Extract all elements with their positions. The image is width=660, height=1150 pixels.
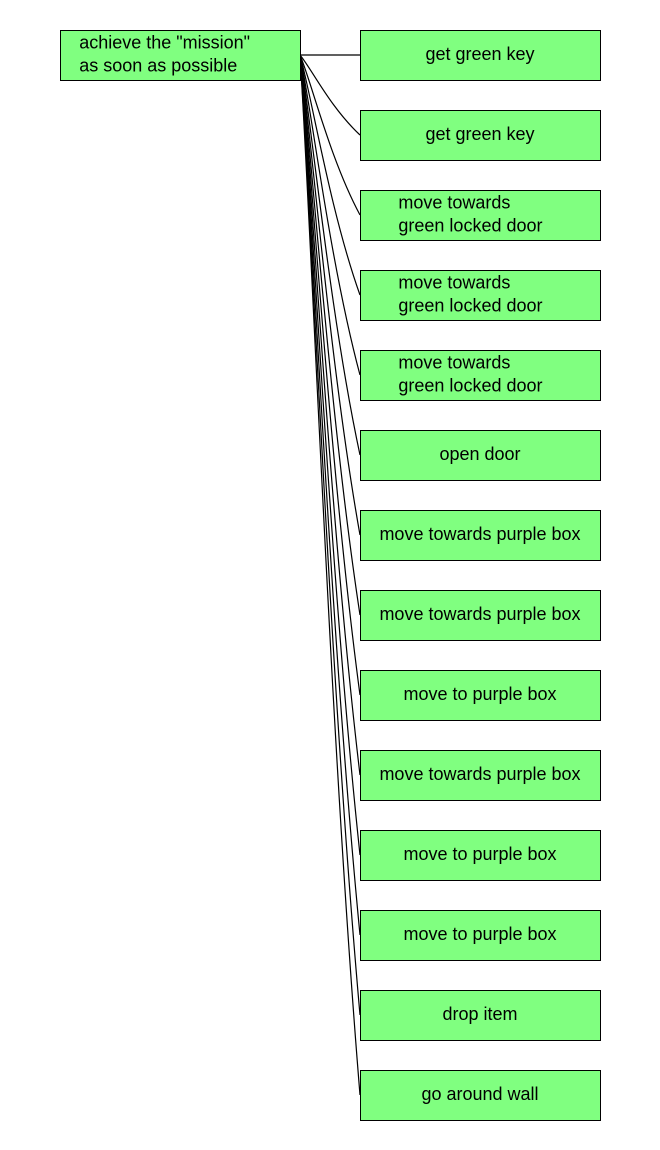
child-node-9-label-line-1: move to purple box (403, 684, 556, 704)
child-node-4-box (360, 270, 601, 321)
child-node-12-box (360, 910, 601, 961)
edge-root-to-child-13 (299, 54, 361, 1016)
child-node-3-label-line-2: green locked door (398, 215, 542, 235)
edge-root-to-child-3 (299, 54, 361, 216)
edge-root-to-child-6 (299, 54, 361, 456)
child-node-6-box (360, 430, 601, 481)
root-node-label-line-2: as soon as possible (79, 55, 237, 75)
child-node-1-box (360, 30, 601, 81)
child-node-10-label-line-1: move towards purple box (379, 764, 580, 784)
child-node-9: move to purple box (360, 670, 601, 721)
child-node-3: move towards green locked door (360, 190, 601, 241)
child-node-5-label-line-1: move towards (398, 352, 510, 372)
root-node-label-line-1: achieve the "mission" (79, 32, 250, 52)
edge-root-to-child-9 (299, 54, 361, 696)
child-node-2-box (360, 110, 601, 161)
child-node-4-label-line-2: green locked door (398, 295, 542, 315)
child-node-5: move towards green locked door (360, 350, 601, 401)
child-node-12-label-line-1: move to purple box (403, 924, 556, 944)
child-node-8-box (360, 590, 601, 641)
child-node-4: move towards green locked door (360, 270, 601, 321)
child-node-5-label-line-2: green locked door (398, 375, 542, 395)
child-node-13: drop item (360, 990, 601, 1041)
child-node-9-box (360, 670, 601, 721)
root-node-box (60, 30, 301, 81)
child-node-11: move to purple box (360, 830, 601, 881)
child-node-14-label-line-1: go around wall (421, 1084, 538, 1104)
edge-root-to-child-5 (299, 54, 361, 376)
child-node-2: get green key (360, 110, 601, 161)
child-node-14: go around wall (360, 1070, 601, 1121)
child-node-11-label-line-1: move to purple box (403, 844, 556, 864)
nodes-layer: achieve the "mission" as soon as possible… (60, 30, 601, 1121)
edge-root-to-child-7 (299, 54, 361, 536)
child-node-1: get green key (360, 30, 601, 81)
child-node-10: move towards purple box (360, 750, 601, 801)
child-node-8: move towards purple box (360, 590, 601, 641)
child-node-13-label-line-1: drop item (442, 1004, 517, 1024)
child-node-13-box (360, 990, 601, 1041)
child-node-10-box (360, 750, 601, 801)
child-node-6-label-line-1: open door (439, 444, 520, 464)
child-node-7-label-line-1: move towards purple box (379, 524, 580, 544)
edge-root-to-child-8 (299, 54, 361, 616)
child-node-8-label-line-1: move towards purple box (379, 604, 580, 624)
child-node-4-label-line-1: move towards (398, 272, 510, 292)
child-node-7: move towards purple box (360, 510, 601, 561)
root-node: achieve the "mission" as soon as possible (60, 30, 301, 81)
child-node-3-label-line-1: move towards (398, 192, 510, 212)
child-node-1-label-line-1: get green key (425, 44, 534, 64)
child-node-14-box (360, 1070, 601, 1121)
child-node-5-box (360, 350, 601, 401)
child-node-2-label-line-1: get green key (425, 124, 534, 144)
edge-root-to-child-14 (299, 54, 361, 1096)
child-node-11-box (360, 830, 601, 881)
child-node-6: open door (360, 430, 601, 481)
edges-layer (299, 54, 361, 1096)
edge-root-to-child-4 (299, 54, 361, 296)
edge-root-to-child-2 (299, 54, 361, 136)
child-node-3-box (360, 190, 601, 241)
child-node-7-box (360, 510, 601, 561)
child-node-12: move to purple box (360, 910, 601, 961)
